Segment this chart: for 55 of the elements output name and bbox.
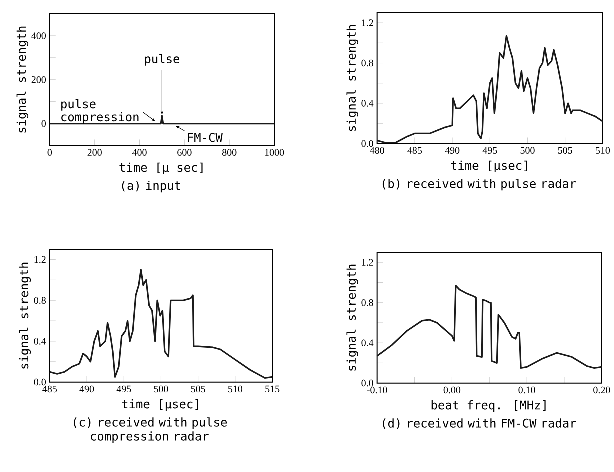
- text: (a) input: [122, 180, 180, 192]
- y-axis-title: signal strength: [346, 25, 358, 132]
- text: (d) received with FM-CW radar: [383, 418, 576, 430]
- y-axis-title: signal strength: [16, 26, 29, 133]
- y-tick-label: 0.8: [362, 299, 374, 306]
- line-series: [376, 284, 603, 369]
- y-tick-label: 1.2: [362, 259, 374, 266]
- x-tick-label: 500: [520, 147, 535, 154]
- y-axis-title: signal strength: [346, 264, 358, 371]
- x-axis-title: time [μsec]: [122, 399, 198, 411]
- y-tick-label: 400: [32, 32, 46, 40]
- x-axis-title: beat freq. [MHz]: [432, 400, 546, 412]
- x-tick-label: 510: [228, 386, 243, 392]
- x-tick-label: 490: [445, 147, 460, 154]
- x-tick-label: 200: [88, 149, 102, 156]
- y-tick-label: 0.4: [362, 100, 374, 107]
- x-tick-label: 485: [42, 386, 58, 392]
- x-tick-label: 400: [132, 149, 147, 156]
- x-tick-label: 600: [178, 149, 192, 156]
- x-tick-label: 1000: [265, 149, 284, 156]
- x-tick-label: 485: [408, 147, 422, 154]
- y-tick-label: 0.8: [362, 60, 374, 67]
- y-tick-label: 1.2: [34, 256, 46, 264]
- y-tick-label: 1.2: [362, 20, 374, 26]
- y-tick-label: 0.0: [362, 140, 374, 148]
- x-tick-label: 515: [266, 386, 280, 392]
- text: (c) received with pulse compression radar: [74, 417, 228, 444]
- x-tick-label: 800: [222, 149, 237, 156]
- x-tick-label: 505: [558, 147, 572, 154]
- annotation: pulse: [145, 54, 180, 66]
- x-tick-label: 510: [596, 147, 610, 154]
- x-tick-label: 480: [370, 147, 384, 154]
- y-axis-title: signal strength: [19, 262, 32, 369]
- y-tick-label: 0.4: [362, 340, 374, 346]
- y-tick-label: 0.0: [362, 380, 374, 387]
- x-tick-label: -0.10: [367, 386, 388, 394]
- y-tick-label: 0.8: [34, 297, 46, 304]
- annotation: FM-CW: [188, 133, 223, 142]
- x-axis-title: time [μsec]: [451, 160, 528, 172]
- text: (b) received with pulse radar: [382, 178, 576, 191]
- x-tick-label: 500: [154, 386, 168, 392]
- y-tick-label: 200: [32, 76, 46, 84]
- y-tick-label: 0: [42, 120, 46, 128]
- y-tick-label: 0.4: [34, 338, 46, 345]
- x-tick-label: 495: [116, 386, 132, 392]
- x-tick-label: 505: [191, 386, 206, 392]
- x-tick-label: 495: [482, 147, 498, 154]
- x-tick-label: 0: [48, 149, 52, 156]
- x-tick-label: 0.20: [594, 386, 610, 394]
- x-tick-label: 0.10: [518, 386, 536, 394]
- x-tick-label: 490: [80, 386, 94, 392]
- x-tick-label: 0.00: [444, 386, 461, 394]
- annotation: pulse compression: [62, 99, 139, 124]
- y-tick-label: 0.0: [34, 378, 46, 386]
- x-axis-title: time [μ sec]: [120, 162, 203, 174]
